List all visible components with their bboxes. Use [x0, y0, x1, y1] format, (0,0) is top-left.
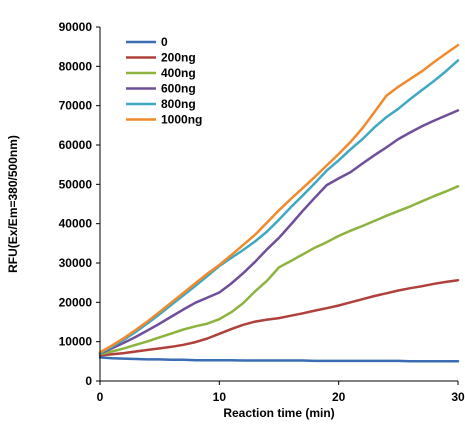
y-tick-label: 70000: [59, 99, 93, 113]
y-tick-label: 10000: [59, 335, 93, 349]
y-tick-label: 90000: [59, 20, 93, 34]
y-tick-label: 60000: [59, 138, 93, 152]
y-tick-label: 80000: [59, 59, 93, 73]
legend-item: 400ng: [126, 66, 196, 80]
legend-label: 200ng: [161, 51, 196, 65]
x-tick-label: 0: [97, 390, 104, 404]
legend-item: 600ng: [126, 82, 196, 96]
y-tick-label: 20000: [59, 295, 93, 309]
legend-item: 200ng: [126, 51, 196, 65]
x-axis-label: Reaction time (min): [223, 406, 334, 420]
y-tick-label: 50000: [59, 177, 93, 191]
series-line-400ng: [98, 185, 460, 356]
legend-item: 0: [126, 35, 168, 49]
legend-label: 1000ng: [161, 113, 202, 127]
series-line-600ng: [98, 109, 460, 355]
y-tick-label: 40000: [59, 217, 93, 231]
legend-item: 800ng: [126, 97, 196, 111]
y-tick-label: 30000: [59, 256, 93, 270]
y-tick-label: 0: [85, 374, 92, 388]
axes-layer: 0 10000 20000 30000 40000 50000 60000 70000 8000…: [59, 20, 465, 404]
series-line-800ng: [98, 59, 460, 355]
x-tick-label: 20: [332, 390, 346, 404]
legend-label: 0: [161, 35, 168, 49]
y-axis-label: RFU(Ex/Em=380/500nm): [6, 135, 20, 273]
series-line-0: [98, 356, 460, 363]
series-layer: [98, 43, 460, 363]
legend-label: 400ng: [161, 66, 196, 80]
x-tick-label: 30: [451, 390, 465, 404]
legend-item: 1000ng: [126, 113, 202, 127]
legend-label: 600ng: [161, 82, 196, 96]
series-line-1000ng: [98, 43, 460, 354]
series-line-200ng: [98, 279, 460, 357]
legend-label: 800ng: [161, 97, 196, 111]
x-tick-label: 10: [213, 390, 227, 404]
